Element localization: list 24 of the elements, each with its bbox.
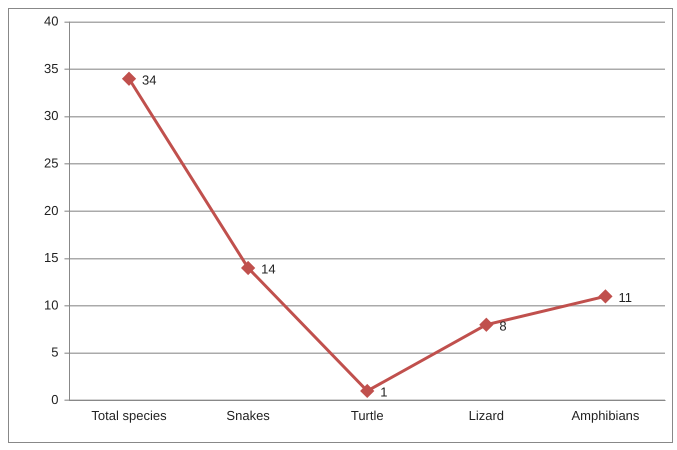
y-tick-label: 40 bbox=[44, 14, 58, 29]
y-tick-label: 20 bbox=[44, 202, 58, 218]
x-tick-label: Turtle bbox=[350, 408, 384, 423]
y-tick-label: 10 bbox=[44, 297, 58, 312]
point bbox=[122, 72, 136, 86]
data-label: 8 bbox=[499, 318, 507, 334]
data-label: 11 bbox=[618, 290, 632, 305]
point bbox=[360, 384, 374, 398]
point bbox=[242, 261, 255, 274]
y-tick-label: 15 bbox=[44, 250, 58, 266]
y-tick-label: 0 bbox=[51, 392, 58, 407]
x-tick-label: Amphibians bbox=[571, 408, 640, 423]
data-label: 34 bbox=[142, 72, 156, 88]
y-tick-label: 25 bbox=[44, 155, 58, 170]
x-tick-label: Total species bbox=[91, 408, 168, 423]
data-label: 14 bbox=[261, 262, 276, 277]
x-tick-label: Lizard bbox=[468, 408, 504, 423]
x-tick-label: Snakes bbox=[226, 408, 270, 423]
data-label: 1 bbox=[380, 384, 388, 400]
y-tick-label: 5 bbox=[51, 344, 58, 360]
point bbox=[480, 318, 493, 332]
y-tick-label: 30 bbox=[44, 108, 58, 124]
y-tick-label: 35 bbox=[44, 60, 58, 76]
point bbox=[598, 290, 612, 303]
